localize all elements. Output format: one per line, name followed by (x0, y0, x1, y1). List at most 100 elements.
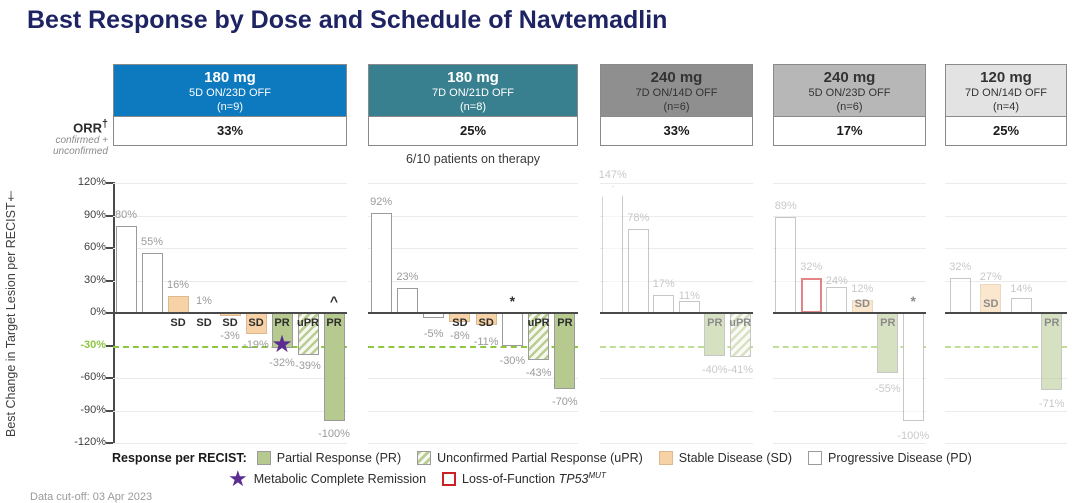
legend-row-2: ★ Metabolic Complete Remission Loss-of-Fun… (228, 466, 622, 491)
y-tick-mark (106, 312, 113, 314)
bar-value-label: 17% (652, 277, 675, 290)
dose-group-title: 180 mg 7D ON/21D OFF (n=8) (369, 65, 577, 116)
bars-layer: 89% 32% 24% 12% SD -55% PR -100% * (773, 183, 930, 443)
legend-item-sd: Stable Disease (SD) (658, 451, 792, 465)
bar-value-label: 92% (370, 196, 393, 209)
dose-label: 240 mg (823, 69, 876, 86)
n-label: (n=4) (993, 101, 1019, 113)
y-tick-label: -120% (74, 436, 106, 448)
schedule-label: 5D ON/23D OFF (808, 87, 891, 99)
waterfall-panel: 147% 78% 17% 11% -40% PR -41% uPR (599, 169, 753, 444)
orr-sublabel: confirmed + unconfirmed (52, 135, 108, 158)
bar-value-label: 89% (774, 199, 797, 212)
y-tick-mark (106, 442, 113, 444)
gridline (368, 410, 578, 412)
dose-group-title: 180 mg 5D ON/23D OFF (n=9) (114, 65, 346, 116)
gridline (773, 248, 926, 249)
bar-category-label: PR (707, 317, 723, 329)
orr-value: 33% (114, 116, 346, 145)
zero-axis-line (600, 312, 753, 314)
bar-value-label: -43% (525, 366, 552, 379)
legend-item-label: Metabolic Complete Remission (253, 472, 427, 486)
dose-label: 180 mg (204, 69, 256, 86)
gridline (113, 410, 347, 412)
orr-row-caption: ORR† confirmed + unconfirmed (0, 118, 108, 157)
bar-pr (323, 313, 345, 422)
bar-value-label: 32% (949, 261, 972, 274)
legend-item-label: Progressive Disease (PD) (828, 451, 972, 465)
gridline (773, 215, 926, 217)
gridline (773, 183, 926, 184)
gridline (773, 378, 926, 379)
minus-30-reference-line (945, 345, 1067, 348)
zero-axis-line (368, 312, 578, 314)
bar-category-label: uPR (297, 317, 319, 329)
y-tick-label: 60% (83, 241, 106, 253)
bar-category-label: PR (557, 317, 573, 329)
orr-value: 17% (774, 116, 925, 145)
bar-category-label: SD (983, 298, 999, 310)
y-tick-mark (106, 214, 113, 217)
bar-value-label: -32% (269, 356, 295, 369)
bar-value-label: -3% (220, 330, 240, 342)
gridline (773, 280, 926, 282)
bar-category-label: SD (452, 317, 468, 329)
gridline (600, 280, 753, 282)
bar-pd (653, 294, 675, 313)
bar-value-label: -55% (874, 382, 901, 395)
bar-pd (627, 228, 649, 313)
legend-heading: Response per RECIST: (112, 451, 247, 465)
gridline (368, 183, 578, 184)
bar-pd (501, 313, 523, 346)
bar-category-label: PR (274, 317, 290, 329)
y-tick-label: 120% (77, 176, 106, 188)
dose-label: 120 mg (980, 69, 1032, 86)
bar-value-label: 80% (114, 209, 138, 222)
bar-value-label: 16% (166, 278, 190, 291)
bar-value-label: 147% (598, 169, 627, 181)
gridline (600, 378, 753, 379)
bar-value-label: 24% (825, 275, 848, 287)
bar-category-label: SD (248, 317, 264, 329)
bar-category-label: PR (326, 317, 342, 329)
gridline (113, 248, 347, 249)
schedule-label: 7D ON/14D OFF (635, 87, 718, 99)
bars-layer: 32% 27% SD 14% -71% PR (945, 183, 1067, 443)
waterfall-panel: 89% 32% 24% 12% SD -55% PR -100% * (773, 183, 930, 444)
gridline (600, 443, 753, 444)
asterisk-marker: * (910, 293, 916, 309)
gridline (113, 280, 347, 282)
bar-value-label: 12% (851, 283, 874, 295)
dose-group-header: 120 mg 7D ON/14D OFF (n=4) 25% (945, 64, 1067, 146)
patients-on-therapy-note: 6/10 patients on therapy (405, 152, 541, 166)
gridline (945, 378, 1067, 379)
gridline (945, 248, 1067, 249)
waterfall-panel: 92% 23% -5% -8% SD -11% SD -30% * -43% uPR -70% PR (368, 183, 578, 444)
bar-category-label: SD (170, 317, 186, 329)
bar-value-label: -100% (318, 428, 350, 441)
dose-group-title: 120 mg 7D ON/14D OFF (n=4) (946, 65, 1066, 116)
bar-value-label: -8% (450, 330, 470, 342)
star-icon: ★ (228, 466, 248, 491)
gridline (600, 183, 753, 184)
gridline (945, 183, 1067, 184)
red-outline-swatch-icon (442, 472, 457, 486)
bar-value-label: 32% (800, 261, 823, 274)
gridline (368, 443, 578, 444)
bar-pd (949, 278, 971, 313)
page-title: Best Response by Dose and Schedule of Na… (27, 6, 668, 34)
gridline (368, 280, 578, 282)
bar-pd (775, 216, 797, 313)
bar-value-label: -5% (423, 328, 444, 341)
orr-label: ORR† (73, 118, 108, 136)
bar-value-label: -100% (897, 430, 930, 443)
bar-category-label: uPR (729, 317, 752, 329)
minus-30-reference-line (368, 345, 578, 348)
legend-item-label: Loss-of-Function TP53MUT (462, 471, 606, 487)
bar-category-label: uPR (527, 317, 550, 329)
y-tick-mark (106, 279, 113, 282)
orr-value: 33% (601, 116, 752, 145)
mut-superscript: MUT (588, 471, 606, 481)
bar-pd (115, 226, 137, 313)
y-tick-label: 30% (83, 273, 106, 286)
